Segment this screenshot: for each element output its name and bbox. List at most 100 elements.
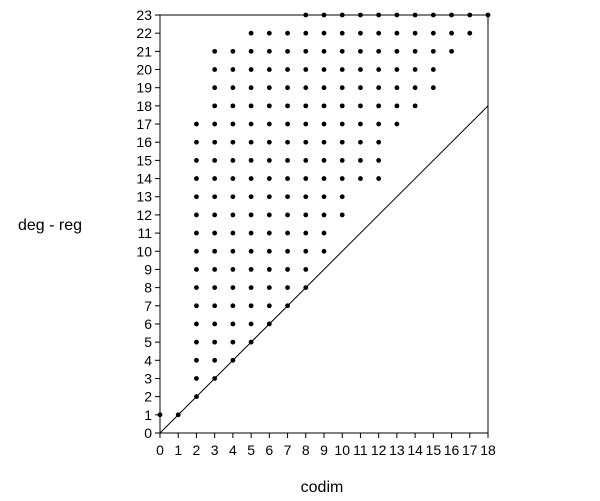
data-point xyxy=(394,103,400,109)
data-point xyxy=(212,212,218,218)
data-point xyxy=(376,12,382,18)
data-point xyxy=(230,176,236,181)
data-point xyxy=(358,67,363,72)
y-tick-label: 6 xyxy=(144,316,152,332)
data-point xyxy=(194,139,199,145)
data-point xyxy=(248,212,254,218)
data-point xyxy=(376,103,382,109)
data-point xyxy=(321,157,327,163)
x-tick-label: 17 xyxy=(462,442,478,458)
data-point xyxy=(266,303,272,309)
data-point xyxy=(303,194,309,200)
data-point xyxy=(430,85,436,91)
data-point xyxy=(358,12,363,18)
x-tick-label: 4 xyxy=(229,442,237,458)
data-point xyxy=(376,48,382,54)
y-tick-label: 2 xyxy=(144,389,152,405)
data-point xyxy=(358,121,363,127)
data-point xyxy=(248,303,254,309)
data-point xyxy=(194,212,199,218)
data-point xyxy=(376,67,382,72)
x-tick-label: 7 xyxy=(284,442,292,458)
x-tick-label: 13 xyxy=(389,442,405,458)
data-point xyxy=(248,85,254,91)
y-tick-label: 9 xyxy=(144,261,152,277)
y-tick-label: 1 xyxy=(144,407,152,423)
data-point xyxy=(321,248,327,254)
data-point xyxy=(321,139,327,145)
points-group xyxy=(157,12,491,418)
y-tick-label: 15 xyxy=(136,152,152,168)
data-point xyxy=(230,103,236,109)
data-point xyxy=(321,48,327,54)
data-point xyxy=(194,357,199,363)
data-point xyxy=(194,248,199,254)
x-axis-title: codim xyxy=(301,479,344,496)
data-point xyxy=(285,194,290,200)
data-point xyxy=(321,30,327,36)
data-point xyxy=(266,48,272,54)
x-tick-label: 18 xyxy=(480,442,496,458)
data-point xyxy=(248,30,254,36)
data-point xyxy=(412,30,418,36)
data-point xyxy=(321,194,327,200)
data-point xyxy=(339,48,345,54)
data-point xyxy=(303,12,309,18)
y-tick-label: 7 xyxy=(144,298,152,314)
data-point xyxy=(285,48,290,54)
data-point xyxy=(266,176,272,181)
data-point xyxy=(285,139,290,145)
data-point xyxy=(303,230,309,236)
data-point xyxy=(194,376,199,381)
data-point xyxy=(358,85,363,91)
data-point xyxy=(467,30,473,36)
data-point xyxy=(266,67,272,72)
data-point xyxy=(248,139,254,145)
data-point xyxy=(285,285,290,291)
data-point xyxy=(321,230,327,236)
data-point xyxy=(303,85,309,91)
data-point xyxy=(212,267,218,272)
data-point xyxy=(266,121,272,127)
data-point xyxy=(394,121,400,127)
data-point xyxy=(376,30,382,36)
data-point xyxy=(412,103,418,109)
data-point xyxy=(358,176,363,181)
data-point xyxy=(285,67,290,72)
data-point xyxy=(358,139,363,145)
data-point xyxy=(303,103,309,109)
data-point xyxy=(212,103,218,109)
data-point xyxy=(339,212,345,218)
data-point xyxy=(212,48,218,54)
data-point xyxy=(339,85,345,91)
data-point xyxy=(321,212,327,218)
data-point xyxy=(285,176,290,181)
data-point xyxy=(321,103,327,109)
data-point xyxy=(430,67,436,72)
data-point xyxy=(194,285,199,291)
data-point xyxy=(285,267,290,272)
data-point xyxy=(230,121,236,127)
data-point xyxy=(358,157,363,163)
data-point xyxy=(230,230,236,236)
data-point xyxy=(194,157,199,163)
y-tick-label: 23 xyxy=(136,7,152,23)
data-point xyxy=(339,157,345,163)
data-point xyxy=(285,303,290,309)
data-point xyxy=(285,85,290,91)
reference-line xyxy=(159,105,489,434)
y-tick-label: 13 xyxy=(136,189,152,205)
data-point xyxy=(194,339,199,345)
data-point xyxy=(212,357,218,363)
data-point xyxy=(212,157,218,163)
data-point xyxy=(266,248,272,254)
x-tick-label: 16 xyxy=(444,442,460,458)
data-point xyxy=(248,267,254,272)
x-axis: 0 1 2 3 4 5 6 7 8 9 10 11 12 13 14 15 16 17 18 xyxy=(156,433,496,458)
data-point xyxy=(321,12,327,18)
data-point xyxy=(430,48,436,54)
data-point xyxy=(430,30,436,36)
data-point xyxy=(212,67,218,72)
data-point xyxy=(248,194,254,200)
